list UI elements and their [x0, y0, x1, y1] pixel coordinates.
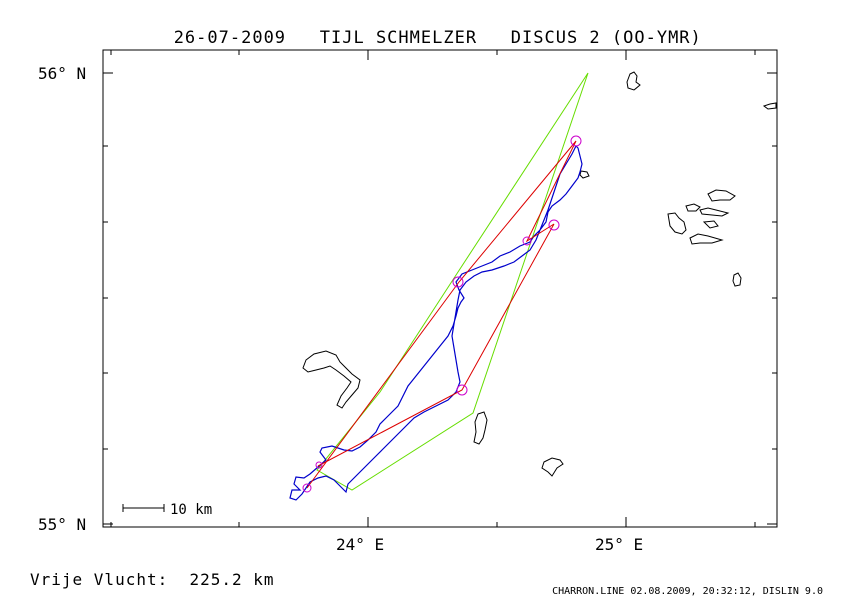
task-route [306, 140, 577, 489]
top-ticks [110, 50, 756, 60]
credits: CHARRON.LINE 02.08.2009, 20:32:12, DISLI… [552, 586, 823, 597]
turnpoint-marker [522, 236, 532, 246]
turnpoint-marker [456, 384, 468, 396]
flight-track [289, 144, 583, 501]
lat-top-label: 56° N [38, 64, 86, 83]
turnpoint-marker [548, 219, 560, 231]
map-frame [102, 49, 778, 528]
task-area-outline [316, 72, 589, 491]
lon-left-label: 24° E [336, 535, 384, 554]
lon-right-label: 25° E [595, 535, 643, 554]
scale-bar-label: 10 km [170, 502, 212, 518]
glider-name: DISCUS 2 (OO-YMR) [510, 28, 702, 48]
bottom-ticks [110, 517, 756, 527]
flight-date: 26-07-2009 [173, 28, 287, 48]
turnpoint-marker [452, 276, 464, 288]
turnpoint-marker [315, 461, 323, 469]
coastline [302, 71, 777, 477]
turnpoint-marker [570, 135, 582, 147]
turnpoints [302, 135, 582, 493]
left-ticks [103, 72, 113, 525]
scale-bar [122, 504, 165, 512]
right-ticks [767, 72, 777, 525]
turnpoint-marker [302, 483, 312, 493]
distance-value: 225.2 km [189, 570, 275, 589]
lat-bottom-label: 55° N [38, 515, 86, 534]
distance-label: Vrije Vlucht: [30, 570, 169, 589]
pilot-name: TIJL SCHMELZER [319, 28, 478, 48]
map-title: 26-07-2009 TIJL SCHMELZER DISCUS 2 (OO-Y… [0, 8, 853, 48]
distance-summary: Vrije Vlucht: 225.2 km [30, 570, 275, 589]
